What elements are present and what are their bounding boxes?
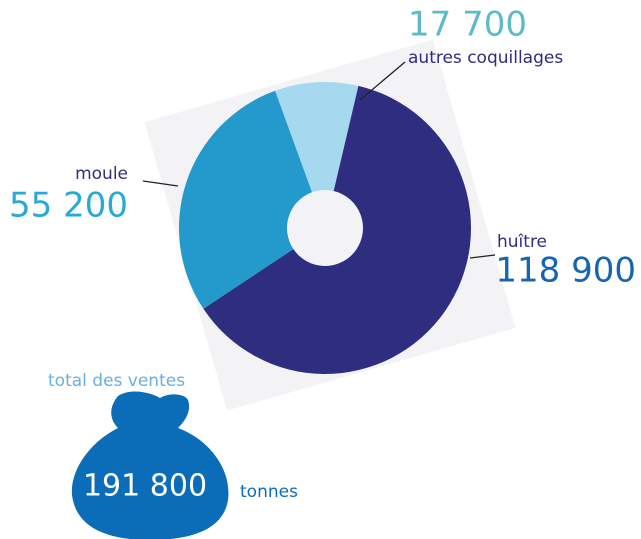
leader-line: [359, 61, 406, 101]
leader-line: [469, 254, 496, 259]
value-label: 55 200: [9, 186, 128, 226]
total-label: total des ventes: [48, 371, 185, 391]
total-value: 191 800: [83, 469, 207, 504]
slice: [275, 82, 359, 193]
value-label: 17 700: [408, 5, 527, 45]
category-label: huître: [497, 232, 547, 252]
total-unit: tonnes: [240, 482, 298, 502]
value-label: 118 900: [495, 251, 636, 291]
slice: [179, 90, 313, 309]
donut: [179, 82, 472, 375]
category-label: moule: [75, 164, 128, 184]
slice: [203, 85, 472, 375]
category-label: autres coquillages: [408, 48, 563, 68]
leader-line: [142, 180, 179, 187]
shell: [71, 391, 229, 539]
